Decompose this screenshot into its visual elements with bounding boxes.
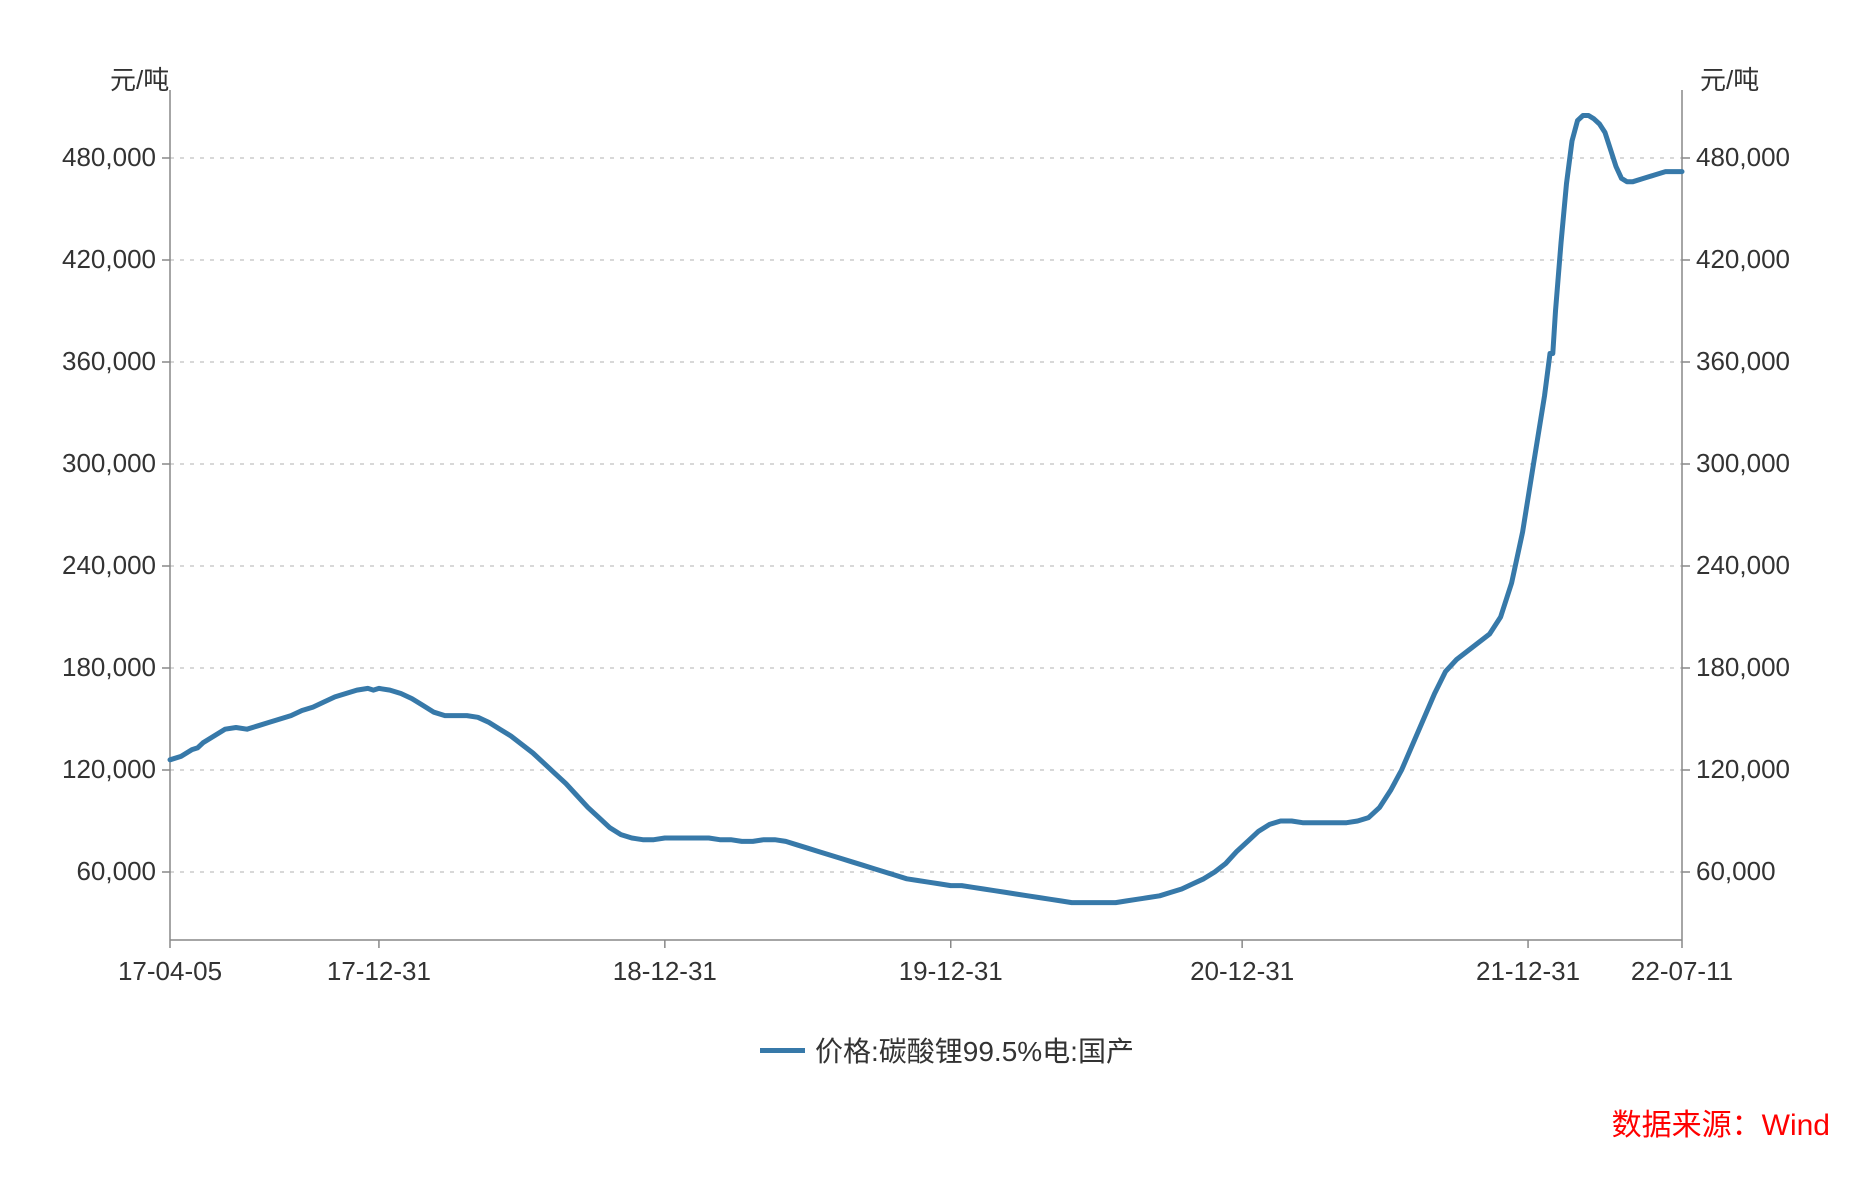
y-tick-label-right: 240,000 <box>1696 550 1790 581</box>
y-tick-label-right: 180,000 <box>1696 652 1790 683</box>
x-tick-label: 17-04-05 <box>118 956 222 987</box>
y-tick-label-right: 480,000 <box>1696 142 1790 173</box>
y-tick-label-left: 120,000 <box>62 754 156 785</box>
y-tick-label-left: 300,000 <box>62 448 156 479</box>
lithium-price-chart: 元/吨 元/吨 60,000 120,000 180,000 240,000 300,0… <box>0 0 1852 1194</box>
y-axis-unit-right: 元/吨 <box>1700 60 1759 97</box>
legend: 价格:碳酸锂99.5%电:国产 <box>760 1030 1134 1070</box>
x-tick-label: 19-12-31 <box>899 956 1003 987</box>
x-tick-label: 20-12-31 <box>1190 956 1294 987</box>
y-tick-label-left: 420,000 <box>62 244 156 275</box>
y-tick-label-left: 480,000 <box>62 142 156 173</box>
y-axis-unit-left: 元/吨 <box>110 60 169 97</box>
y-tick-label-left: 180,000 <box>62 652 156 683</box>
y-tick-label-left: 360,000 <box>62 346 156 377</box>
y-tick-label-right: 60,000 <box>1696 856 1776 887</box>
x-tick-label: 21-12-31 <box>1476 956 1580 987</box>
legend-label: 价格:碳酸锂99.5%电:国产 <box>815 1030 1134 1070</box>
y-tick-label-right: 360,000 <box>1696 346 1790 377</box>
x-tick-label: 18-12-31 <box>613 956 717 987</box>
y-tick-label-right: 120,000 <box>1696 754 1790 785</box>
y-tick-label-left: 60,000 <box>76 856 156 887</box>
x-tick-label: 22-07-11 <box>1631 956 1733 987</box>
legend-swatch <box>760 1048 805 1053</box>
y-tick-label-right: 300,000 <box>1696 448 1790 479</box>
y-tick-label-right: 420,000 <box>1696 244 1790 275</box>
chart-canvas <box>0 0 1852 1194</box>
data-source-label: 数据来源：Wind <box>1612 1100 1830 1144</box>
x-tick-label: 17-12-31 <box>327 956 431 987</box>
y-tick-label-left: 240,000 <box>62 550 156 581</box>
